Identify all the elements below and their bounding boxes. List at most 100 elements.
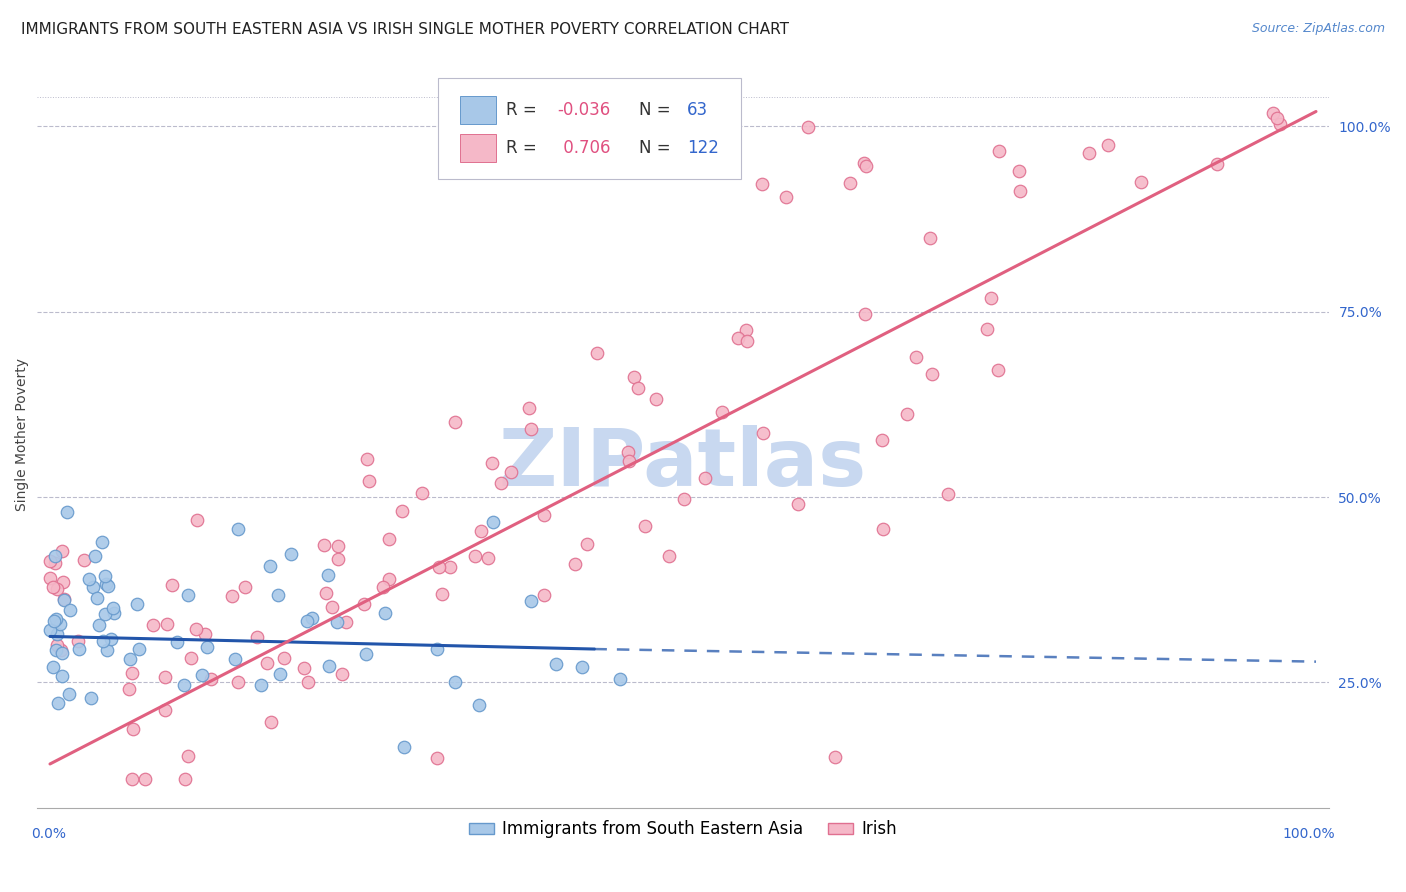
Point	[191, 668, 214, 682]
Point	[91, 534, 114, 549]
Text: 122: 122	[688, 139, 718, 157]
Point	[39, 571, 62, 585]
Point	[609, 672, 631, 686]
Point	[976, 322, 998, 336]
Point	[51, 544, 73, 558]
Point	[1077, 145, 1099, 160]
Point	[468, 698, 491, 713]
Point	[377, 532, 399, 546]
Point	[173, 678, 195, 692]
Point	[173, 772, 195, 786]
Point	[533, 508, 555, 522]
Point	[481, 457, 503, 471]
Point	[980, 291, 1002, 305]
Text: 0.706: 0.706	[558, 139, 610, 157]
Point	[430, 587, 453, 601]
Point	[870, 433, 893, 447]
Point	[775, 190, 797, 204]
Point	[704, 151, 727, 165]
Point	[49, 617, 72, 632]
Point	[533, 588, 555, 602]
Point	[824, 749, 846, 764]
Point	[315, 586, 337, 600]
Point	[645, 392, 668, 406]
Point	[186, 622, 208, 636]
Point	[221, 590, 243, 604]
Point	[96, 577, 118, 591]
Point	[377, 572, 399, 586]
Point	[987, 144, 1010, 158]
Point	[128, 641, 150, 656]
Point	[921, 367, 943, 381]
Point	[153, 670, 176, 684]
Point	[82, 580, 104, 594]
Point	[93, 607, 115, 621]
FancyBboxPatch shape	[460, 95, 496, 124]
Point	[44, 549, 66, 563]
Text: R =: R =	[506, 139, 543, 157]
Point	[267, 589, 290, 603]
Point	[52, 575, 75, 590]
Point	[328, 552, 350, 566]
Point	[411, 486, 433, 500]
Point	[477, 550, 499, 565]
Point	[250, 678, 273, 692]
Point	[194, 627, 217, 641]
Point	[852, 156, 875, 170]
Point	[39, 553, 62, 567]
Point	[904, 350, 927, 364]
Point	[127, 597, 149, 611]
Point	[617, 453, 640, 467]
Y-axis label: Single Mother Poverty: Single Mother Poverty	[15, 358, 30, 510]
Point	[673, 492, 696, 507]
Point	[520, 422, 543, 436]
Point	[426, 641, 449, 656]
Point	[166, 634, 188, 648]
Point	[751, 177, 773, 191]
Point	[91, 633, 114, 648]
Point	[280, 547, 302, 561]
Point	[429, 560, 451, 574]
Point	[623, 370, 645, 384]
Point	[564, 557, 586, 571]
Point	[89, 618, 111, 632]
Point	[734, 322, 756, 336]
Point	[439, 559, 461, 574]
Point	[51, 646, 73, 660]
Point	[1129, 175, 1152, 189]
Point	[316, 568, 339, 582]
Point	[224, 652, 246, 666]
Point	[1268, 117, 1291, 131]
Point	[697, 124, 720, 138]
Point	[49, 642, 72, 657]
Point	[1265, 112, 1288, 126]
Point	[121, 665, 143, 680]
Point	[787, 496, 810, 510]
Point	[658, 549, 681, 564]
Point	[59, 603, 82, 617]
Point	[321, 599, 343, 614]
Point	[51, 669, 73, 683]
Point	[80, 691, 103, 706]
Text: N =: N =	[640, 139, 676, 157]
Point	[356, 451, 378, 466]
Point	[571, 660, 593, 674]
Text: Source: ZipAtlas.com: Source: ZipAtlas.com	[1251, 22, 1385, 36]
Point	[39, 623, 62, 637]
Point	[330, 666, 353, 681]
Point	[94, 569, 117, 583]
Text: N =: N =	[640, 101, 676, 119]
Point	[520, 594, 543, 608]
Point	[67, 634, 90, 648]
Point	[44, 556, 66, 570]
Point	[855, 160, 877, 174]
Point	[751, 425, 773, 440]
Point	[100, 632, 122, 646]
Point	[45, 642, 67, 657]
Point	[727, 331, 749, 345]
Point	[77, 572, 100, 586]
Point	[197, 640, 219, 655]
Point	[443, 415, 465, 429]
Point	[354, 647, 377, 661]
Point	[56, 505, 79, 519]
